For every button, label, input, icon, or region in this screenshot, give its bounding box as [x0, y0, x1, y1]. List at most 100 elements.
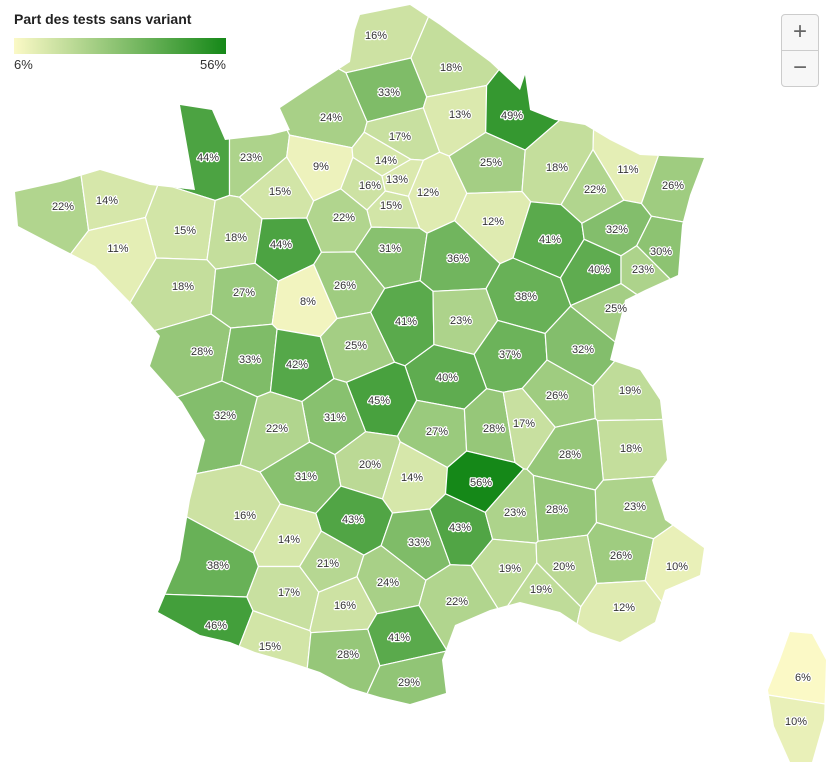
region-label: 23% [504, 507, 526, 519]
region-label: 13% [386, 174, 408, 186]
region-label: 25% [605, 303, 627, 315]
region-label: 42% [286, 359, 308, 371]
region [410, 5, 556, 98]
zoom-in[interactable]: + [781, 14, 819, 51]
region-label: 17% [278, 587, 300, 599]
region-label: 30% [650, 246, 672, 258]
region-label: 14% [375, 155, 397, 167]
region-label: 17% [389, 131, 411, 143]
region-label: 14% [96, 195, 118, 207]
region-label: 22% [333, 212, 355, 224]
region-label: 31% [295, 471, 317, 483]
region-label: 32% [572, 344, 594, 356]
region-label: 10% [666, 561, 688, 573]
region [226, 6, 368, 149]
region-label: 31% [379, 243, 401, 255]
region-label: 22% [266, 423, 288, 435]
region-label: 41% [395, 316, 417, 328]
region-label: 41% [539, 234, 561, 246]
region [644, 437, 826, 662]
region-label: 37% [499, 349, 521, 361]
legend-title: Part des tests sans variant [14, 11, 192, 27]
region-label: 25% [345, 340, 367, 352]
region-label: 26% [334, 280, 356, 292]
region-label: 22% [52, 201, 74, 213]
region-label: 43% [342, 514, 364, 526]
region-label: 38% [207, 560, 229, 572]
region [15, 313, 232, 462]
region-label: 49% [501, 110, 523, 122]
region [15, 588, 254, 762]
region-label: 18% [546, 162, 568, 174]
region-label: 33% [239, 354, 261, 366]
region-label: 29% [398, 677, 420, 689]
legend-gradient [14, 38, 226, 54]
zoom-out[interactable]: − [781, 50, 819, 87]
region-label: 23% [450, 315, 472, 327]
region-label: 21% [317, 558, 339, 570]
region-label: 23% [632, 264, 654, 276]
region-label: 13% [449, 109, 471, 121]
region-label: 6% [795, 672, 811, 684]
region-label: 22% [446, 596, 468, 608]
region-label: 20% [553, 561, 575, 573]
region-label: 41% [388, 632, 410, 644]
region-label: 32% [606, 224, 628, 236]
region-label: 16% [359, 180, 381, 192]
region-label: 46% [205, 620, 227, 632]
region-label: 9% [313, 161, 329, 173]
region-label: 26% [662, 180, 684, 192]
region-label: 18% [620, 443, 642, 455]
region-label: 36% [447, 253, 469, 265]
region-label: 27% [426, 426, 448, 438]
region-label: 18% [440, 62, 462, 74]
region-label: 19% [499, 563, 521, 575]
region-label: 15% [380, 200, 402, 212]
region-label: 43% [449, 522, 471, 534]
region-label: 23% [240, 152, 262, 164]
region [592, 336, 826, 422]
region-label: 11% [617, 164, 638, 176]
region-label: 23% [624, 501, 646, 513]
region [80, 5, 231, 202]
region-label: 19% [619, 385, 641, 397]
region-label: 17% [513, 418, 535, 430]
region-label: 15% [259, 641, 281, 653]
region-label: 14% [278, 534, 300, 546]
region-label: 25% [480, 157, 502, 169]
region-label: 26% [546, 390, 568, 402]
region-label: 44% [197, 152, 219, 164]
region-label: 10% [785, 716, 807, 728]
region-label: 16% [365, 30, 387, 42]
region-label: 15% [269, 186, 291, 198]
region-label: 22% [584, 184, 606, 196]
region-label: 28% [546, 504, 568, 516]
region-label: 26% [610, 550, 632, 562]
region-label: 12% [417, 187, 439, 199]
region-label: 56% [470, 477, 492, 489]
region-label: 8% [300, 296, 316, 308]
legend-min: 6% [14, 57, 33, 72]
region-label: 32% [214, 410, 236, 422]
region [15, 216, 157, 433]
region-label: 16% [234, 510, 256, 522]
region-labels: 16% 18% 33% 24% 13% 49% 17% 44% 23% 9% 14% 25% 18% 11… [51, 29, 813, 730]
region-label: 33% [378, 87, 400, 99]
region-label: 14% [401, 472, 423, 484]
region-label: 12% [482, 216, 504, 228]
region-label: 18% [172, 281, 194, 293]
region-label: 18% [225, 232, 247, 244]
region-label: 28% [191, 346, 213, 358]
region-label: 19% [530, 584, 552, 596]
region-label: 12% [613, 602, 635, 614]
region-label: 31% [324, 412, 346, 424]
region-label: 16% [334, 600, 356, 612]
region-label: 40% [588, 264, 610, 276]
region-label: 33% [408, 537, 430, 549]
region-label: 24% [320, 112, 342, 124]
region-label: 44% [270, 239, 292, 251]
legend-max: 56% [200, 57, 226, 72]
